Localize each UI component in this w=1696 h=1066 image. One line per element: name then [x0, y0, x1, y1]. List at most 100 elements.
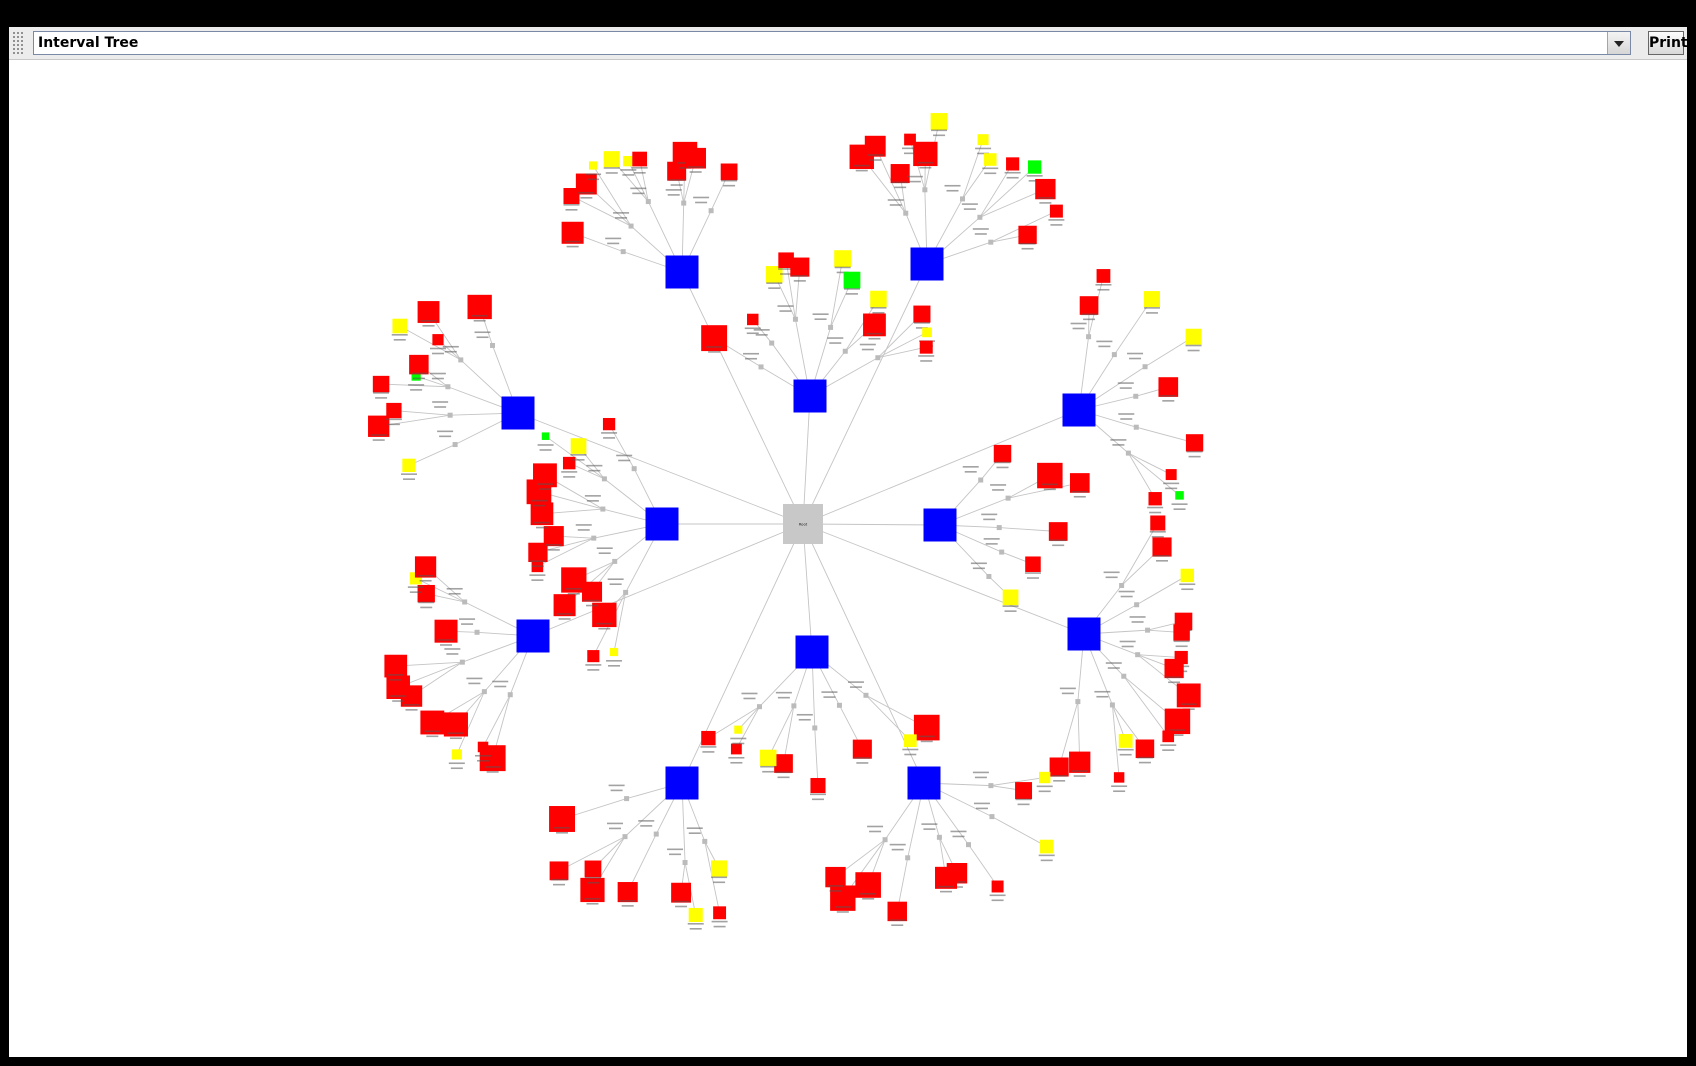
interval-leaf-node[interactable] [852, 739, 872, 759]
interval-leaf-node[interactable] [392, 318, 408, 334]
interval-leaf-node[interactable] [1027, 160, 1042, 174]
junction-node[interactable] [452, 442, 458, 448]
interval-leaf-node[interactable] [834, 250, 852, 268]
interval-leaf-node[interactable] [720, 163, 738, 181]
junction-node[interactable] [960, 196, 966, 202]
interval-leaf-node[interactable] [1173, 624, 1190, 641]
junction-node[interactable] [1133, 393, 1139, 399]
interval-leaf-node[interactable] [1069, 751, 1091, 773]
interval-leaf-node[interactable] [843, 271, 861, 289]
junction-node[interactable] [490, 342, 496, 348]
tree-type-dropdown[interactable]: Interval Tree [33, 31, 1631, 55]
junction-node[interactable] [875, 355, 881, 361]
junction-node[interactable] [591, 535, 597, 541]
interval-leaf-node[interactable] [1135, 739, 1155, 759]
interval-leaf-node[interactable] [414, 556, 437, 578]
junction-node[interactable] [842, 348, 848, 354]
interval-leaf-node[interactable] [993, 444, 1012, 463]
junction-node[interactable] [791, 703, 797, 709]
junction-node[interactable] [999, 549, 1005, 555]
interval-leaf-node[interactable] [713, 906, 727, 920]
interval-leaf-node[interactable] [667, 161, 687, 181]
interval-leaf-node[interactable] [1096, 269, 1111, 283]
interval-leaf-node[interactable] [1006, 157, 1020, 171]
junction-node[interactable] [1086, 334, 1092, 340]
interval-leaf-node[interactable] [685, 147, 706, 169]
interval-leaf-node[interactable] [563, 188, 580, 205]
interval-leaf-node[interactable] [543, 526, 564, 547]
interval-node[interactable] [793, 379, 827, 413]
interval-node[interactable] [910, 247, 944, 281]
interval-node[interactable] [501, 396, 535, 430]
junction-node[interactable] [474, 629, 480, 635]
interval-leaf-node[interactable] [747, 313, 759, 326]
junction-node[interactable] [620, 249, 626, 255]
junction-node[interactable] [447, 412, 453, 418]
interval-leaf-node[interactable] [935, 866, 958, 889]
interval-leaf-node[interactable] [983, 153, 997, 166]
print-button[interactable]: Print [1648, 31, 1687, 55]
interval-leaf-node[interactable] [1049, 204, 1063, 218]
interval-leaf-node[interactable] [1165, 469, 1177, 481]
junction-node[interactable] [681, 200, 687, 206]
interval-leaf-node[interactable] [711, 860, 728, 877]
junction-node[interactable] [653, 831, 659, 837]
interval-leaf-node[interactable] [1049, 757, 1069, 777]
junction-node[interactable] [986, 573, 992, 579]
interval-leaf-node[interactable] [1180, 568, 1195, 583]
interval-leaf-node[interactable] [477, 741, 489, 753]
interval-node[interactable] [516, 619, 550, 653]
interval-leaf-node[interactable] [688, 907, 703, 923]
interval-leaf-node[interactable] [790, 257, 810, 277]
junction-node[interactable] [459, 659, 465, 665]
interval-leaf-node[interactable] [588, 161, 598, 170]
junction-node[interactable] [628, 223, 634, 229]
junction-node[interactable] [756, 704, 762, 710]
junction-node[interactable] [1145, 627, 1151, 633]
interval-leaf-node[interactable] [530, 502, 554, 526]
interval-leaf-node[interactable] [617, 882, 638, 903]
interval-leaf-node[interactable] [417, 584, 435, 603]
interval-leaf-node[interactable] [991, 880, 1004, 893]
interval-leaf-node[interactable] [1152, 537, 1172, 557]
interval-leaf-node[interactable] [919, 340, 933, 354]
interval-leaf-node[interactable] [1143, 291, 1161, 308]
junction-node[interactable] [708, 208, 714, 214]
junction-node[interactable] [977, 214, 983, 220]
interval-leaf-node[interactable] [602, 417, 616, 431]
junction-node[interactable] [758, 364, 764, 370]
interval-leaf-node[interactable] [384, 654, 408, 678]
interval-leaf-node[interactable] [930, 113, 948, 130]
interval-leaf-node[interactable] [570, 438, 587, 454]
junction-node[interactable] [828, 324, 834, 330]
interval-leaf-node[interactable] [549, 861, 569, 881]
interval-leaf-node[interactable] [1162, 730, 1175, 743]
junction-node[interactable] [988, 783, 994, 789]
interval-leaf-node[interactable] [1039, 771, 1051, 784]
interval-leaf-node[interactable] [825, 866, 846, 888]
junction-node[interactable] [922, 187, 928, 193]
junction-node[interactable] [612, 558, 618, 564]
interval-leaf-node[interactable] [372, 375, 390, 393]
interval-leaf-node[interactable] [1148, 492, 1162, 506]
junction-node[interactable] [905, 855, 911, 861]
interval-leaf-node[interactable] [575, 173, 597, 195]
interval-leaf-node[interactable] [561, 221, 584, 244]
interval-leaf-node[interactable] [671, 882, 692, 903]
interval-leaf-node[interactable] [411, 371, 421, 381]
interval-node[interactable] [665, 255, 699, 289]
junction-node[interactable] [1133, 424, 1139, 430]
interval-leaf-node[interactable] [774, 754, 793, 773]
interval-node[interactable] [923, 508, 957, 542]
interval-node[interactable] [665, 766, 699, 800]
interval-leaf-node[interactable] [587, 650, 600, 663]
interval-leaf-node[interactable] [368, 415, 390, 437]
junction-node[interactable] [882, 837, 888, 843]
junction-node[interactable] [1125, 450, 1131, 456]
interval-leaf-node[interactable] [1118, 733, 1133, 748]
junction-node[interactable] [1119, 583, 1125, 589]
interval-leaf-node[interactable] [1176, 683, 1201, 708]
interval-leaf-node[interactable] [734, 725, 743, 734]
interval-leaf-node[interactable] [386, 675, 410, 699]
interval-leaf-node[interactable] [603, 151, 620, 168]
